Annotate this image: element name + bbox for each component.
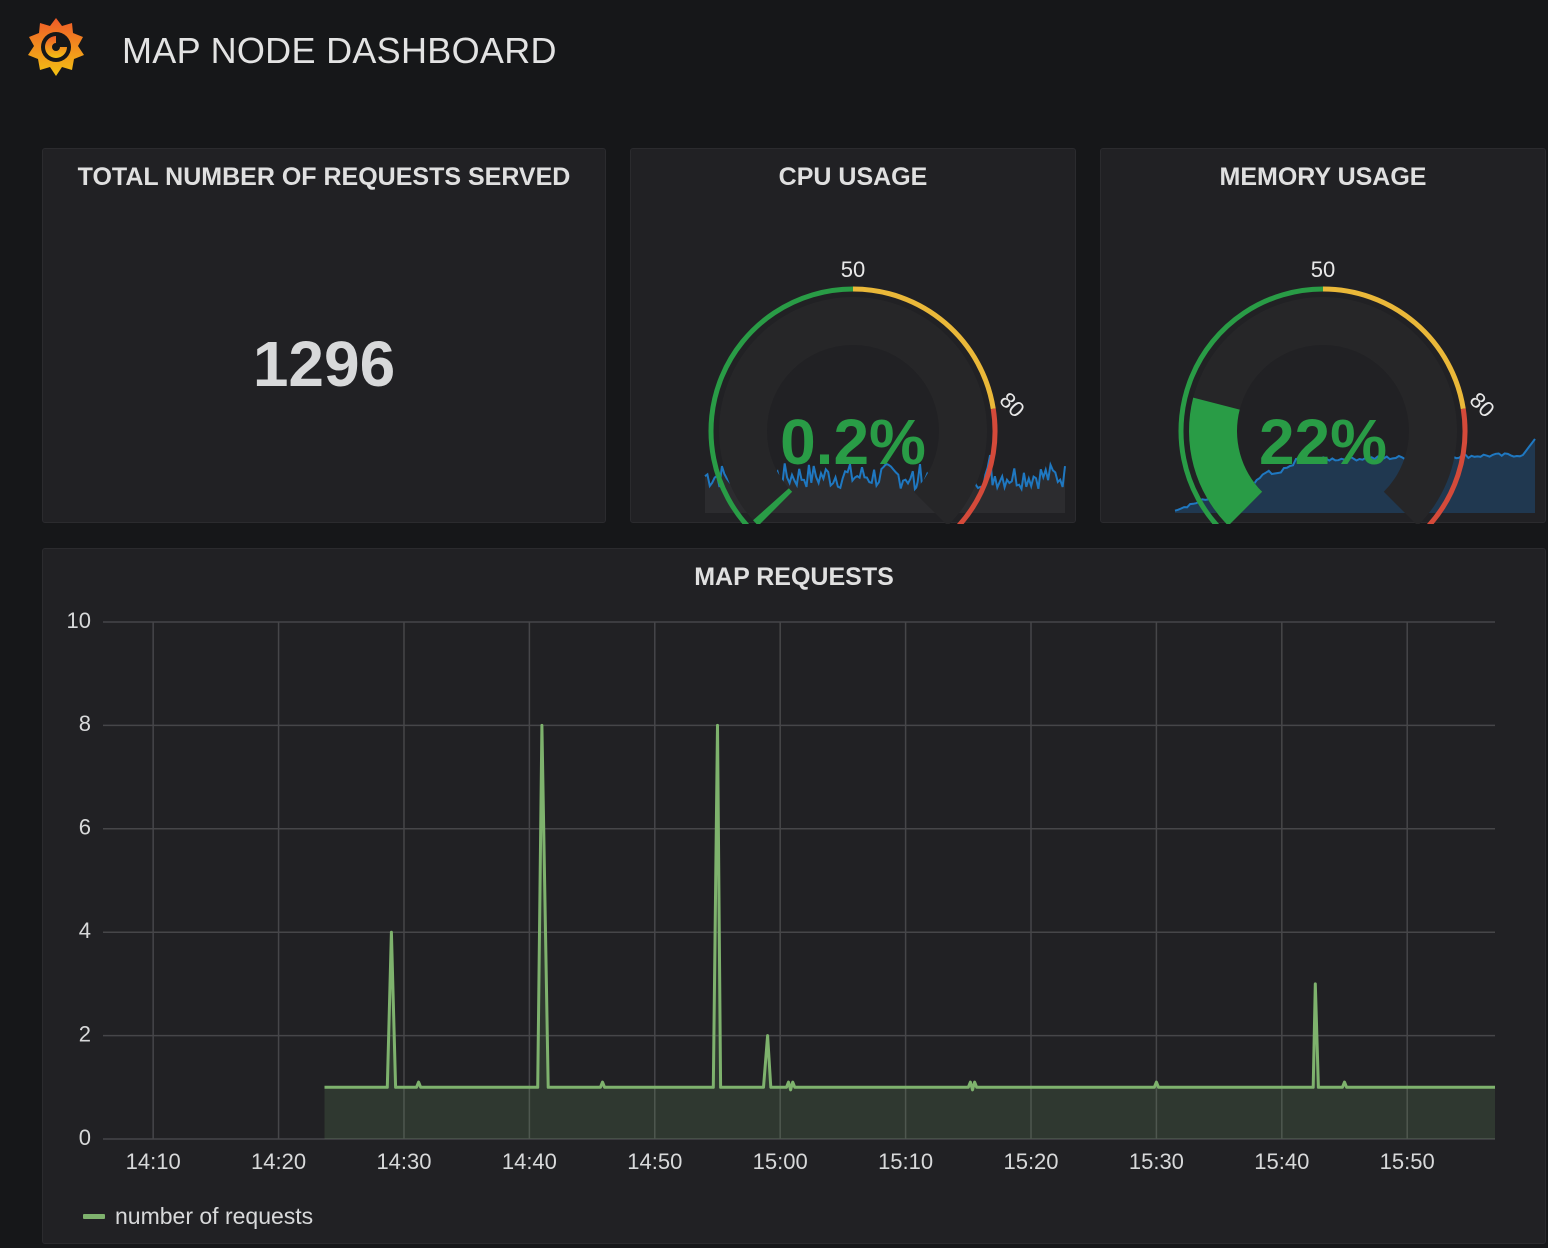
panel-title[interactable]: MEMORY USAGE bbox=[1219, 163, 1427, 191]
chart-legend[interactable]: number of requests bbox=[83, 1203, 313, 1230]
cpu-usage-panel[interactable]: CPU USAGE 050801000.2% bbox=[630, 148, 1076, 524]
panel-title[interactable]: CPU USAGE bbox=[778, 163, 928, 191]
gauge-threshold-warn bbox=[852, 286, 996, 410]
gauge-tick-label: 50 bbox=[1311, 257, 1335, 282]
gauge-background bbox=[1189, 296, 1457, 524]
x-tick-label: 15:00 bbox=[753, 1149, 808, 1174]
x-tick-label: 15:10 bbox=[878, 1149, 933, 1174]
x-tick-label: 15:30 bbox=[1129, 1149, 1184, 1174]
total-requests-panel[interactable]: TOTAL NUMBER OF REQUESTS SERVED 1296 bbox=[42, 148, 606, 523]
gauge-tick-label: 80 bbox=[995, 387, 1030, 422]
dashboard-title[interactable]: MAP NODE DASHBOARD bbox=[122, 30, 557, 71]
gauge-background bbox=[719, 296, 987, 524]
gauge-threshold-ok bbox=[1178, 286, 1324, 524]
legend-label: number of requests bbox=[115, 1203, 314, 1229]
x-tick-label: 15:50 bbox=[1380, 1149, 1435, 1174]
y-tick-label: 2 bbox=[79, 1021, 91, 1046]
y-tick-label: 10 bbox=[67, 608, 91, 633]
legend-swatch bbox=[83, 1214, 105, 1219]
gauge-threshold-ok bbox=[708, 286, 854, 524]
x-tick-label: 14:20 bbox=[251, 1149, 306, 1174]
x-tick-label: 14:30 bbox=[376, 1149, 431, 1174]
gauge-tick-label: 50 bbox=[841, 257, 865, 282]
grafana-logo-icon[interactable] bbox=[24, 14, 88, 82]
gauge-threshold-warn bbox=[1322, 286, 1466, 410]
series-line bbox=[324, 723, 1495, 1092]
y-tick-label: 6 bbox=[79, 815, 91, 840]
map-requests-panel[interactable]: MAP REQUESTS 0 2 4 6 8 10 14:10 14:20 14:30 14:40… bbox=[42, 548, 1546, 1244]
gauge-value-text: 0.2% bbox=[780, 406, 926, 478]
top-bar: MAP NODE DASHBOARD bbox=[0, 0, 1548, 110]
y-tick-label: 4 bbox=[79, 918, 91, 943]
y-tick-label: 0 bbox=[79, 1125, 91, 1150]
sparkline-area bbox=[1175, 439, 1535, 513]
gauge-value-text: 22% bbox=[1259, 406, 1387, 478]
x-tick-label: 15:40 bbox=[1254, 1149, 1309, 1174]
series-area bbox=[324, 725, 1495, 1139]
map-requests-chart: 0 2 4 6 8 10 14:10 14:20 14:30 14:40 14:50 15:00 15:… bbox=[67, 608, 1495, 1174]
cpu-gauge: 050801000.2% bbox=[704, 257, 1066, 524]
total-requests-value: 1296 bbox=[252, 328, 396, 400]
memory-gauge: 0508010022% bbox=[1174, 257, 1536, 524]
y-tick-label: 8 bbox=[79, 711, 91, 736]
panel-title[interactable]: TOTAL NUMBER OF REQUESTS SERVED bbox=[77, 163, 571, 191]
gauge-value-band bbox=[753, 488, 793, 524]
gauge-threshold-critical bbox=[956, 408, 998, 524]
x-tick-label: 14:40 bbox=[502, 1149, 557, 1174]
x-tick-label: 14:10 bbox=[126, 1149, 181, 1174]
panel-title[interactable]: MAP REQUESTS bbox=[694, 563, 894, 591]
gauge-tick-label: 80 bbox=[1465, 387, 1500, 422]
x-tick-label: 14:50 bbox=[627, 1149, 682, 1174]
gauge-value-band bbox=[1189, 397, 1263, 524]
memory-usage-panel[interactable]: MEMORY USAGE 0508010022% bbox=[1100, 148, 1546, 524]
sparkline-area bbox=[705, 455, 1065, 513]
gauge-threshold-critical bbox=[1426, 408, 1468, 524]
x-tick-label: 15:20 bbox=[1003, 1149, 1058, 1174]
